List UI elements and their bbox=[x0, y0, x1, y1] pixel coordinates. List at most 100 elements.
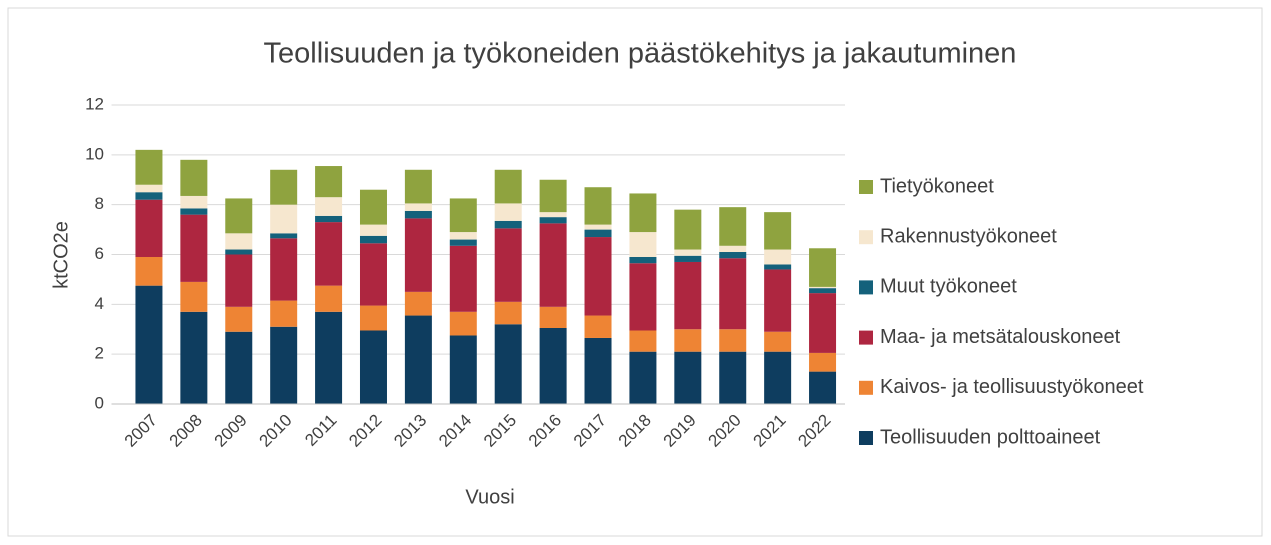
bar-segment bbox=[539, 223, 567, 307]
bar-segment bbox=[764, 212, 792, 250]
legend-swatch bbox=[859, 280, 873, 295]
y-tick-label: 12 bbox=[85, 94, 104, 113]
bar-segment bbox=[809, 352, 837, 372]
bar-segment bbox=[674, 209, 702, 250]
bar-segment bbox=[449, 239, 477, 246]
bar-segment bbox=[494, 324, 522, 404]
bar-segment bbox=[629, 330, 657, 352]
bar-segment bbox=[404, 291, 432, 316]
bar-segment bbox=[315, 311, 343, 404]
bar-segment bbox=[719, 329, 747, 352]
bar-segment bbox=[629, 263, 657, 331]
bar-segment bbox=[449, 232, 477, 240]
bar-segment bbox=[584, 337, 612, 404]
bar-segment bbox=[539, 179, 567, 213]
bar-segment bbox=[180, 214, 208, 282]
bar-segment bbox=[764, 351, 792, 404]
bar-segment bbox=[225, 233, 253, 250]
legend-label: Tietyökoneet bbox=[880, 175, 994, 197]
bar-segment bbox=[315, 215, 343, 223]
bar-segment bbox=[674, 249, 702, 256]
bar-segment bbox=[494, 203, 522, 221]
bar-segment bbox=[135, 149, 163, 185]
bar-segment bbox=[674, 261, 702, 330]
bar-segment bbox=[809, 293, 837, 353]
legend-swatch bbox=[859, 230, 873, 245]
bar-segment bbox=[315, 197, 343, 216]
bar-segment bbox=[674, 351, 702, 404]
bar-segment bbox=[764, 249, 792, 265]
bar-segment bbox=[225, 249, 253, 255]
bar-segment bbox=[180, 208, 208, 215]
bar-segment bbox=[225, 306, 253, 332]
bar-segment bbox=[225, 254, 253, 307]
chart-title: Teollisuuden ja työkoneiden päästökehity… bbox=[264, 38, 1017, 70]
legend-swatch bbox=[859, 431, 873, 445]
bar-segment bbox=[494, 301, 522, 325]
y-tick-label: 0 bbox=[95, 393, 104, 412]
bar-segment bbox=[674, 255, 702, 262]
bar-segment bbox=[135, 192, 163, 200]
bar-segment bbox=[539, 212, 567, 218]
bar-segment bbox=[719, 258, 747, 330]
bar-segment bbox=[404, 169, 432, 204]
y-tick-label: 4 bbox=[95, 294, 104, 313]
bar-segment bbox=[809, 248, 837, 287]
bar-segment bbox=[629, 256, 657, 264]
bar-segment bbox=[764, 331, 792, 352]
bar-segment bbox=[719, 252, 747, 259]
y-tick-label: 6 bbox=[95, 244, 104, 263]
bar-segment bbox=[315, 222, 343, 286]
bar-segment bbox=[270, 300, 298, 327]
bar-segment bbox=[180, 281, 208, 312]
bar-segment bbox=[315, 285, 343, 312]
bar-segment bbox=[629, 232, 657, 257]
bar-segment bbox=[629, 193, 657, 233]
legend-swatch bbox=[859, 380, 873, 395]
bar-segment bbox=[809, 286, 837, 289]
legend-label: Maa- ja metsätalouskoneet bbox=[880, 326, 1121, 348]
bar-segment bbox=[764, 269, 792, 332]
bar-segment bbox=[180, 159, 208, 196]
x-axis-label: Vuosi bbox=[465, 486, 514, 508]
bar-segment bbox=[135, 256, 163, 286]
bar-segment bbox=[404, 210, 432, 219]
y-axis-label: ktCO2e bbox=[50, 221, 72, 289]
bar-segment bbox=[719, 351, 747, 404]
y-tick-label: 10 bbox=[85, 144, 104, 163]
legend-label: Teollisuuden polttoaineet bbox=[880, 426, 1101, 448]
bar-segment bbox=[225, 198, 253, 234]
bar-segment bbox=[584, 315, 612, 338]
bar-segment bbox=[270, 233, 298, 239]
bar-segment bbox=[404, 315, 432, 404]
legend-label: Kaivos- ja teollisuustyökoneet bbox=[880, 376, 1144, 398]
bar-segment bbox=[135, 199, 163, 257]
bar-segment bbox=[674, 329, 702, 352]
bar-segment bbox=[449, 335, 477, 404]
bar-segment bbox=[629, 351, 657, 404]
bar-segment bbox=[449, 311, 477, 336]
bar-segment bbox=[270, 326, 298, 404]
bar-segment bbox=[584, 224, 612, 230]
bar-segment bbox=[719, 207, 747, 246]
bar-segment bbox=[180, 311, 208, 404]
bar-segment bbox=[494, 220, 522, 229]
bar-segment bbox=[764, 264, 792, 270]
y-tick-label: 8 bbox=[95, 194, 104, 213]
bar-segment bbox=[494, 228, 522, 302]
bar-segment bbox=[270, 204, 298, 234]
bar-segment bbox=[359, 305, 387, 331]
bar-segment bbox=[359, 330, 387, 404]
bar-segment bbox=[584, 229, 612, 238]
bar-segment bbox=[584, 187, 612, 225]
bar-segment bbox=[449, 245, 477, 312]
legend-label: Rakennustyökoneet bbox=[880, 225, 1057, 247]
bar-segment bbox=[359, 243, 387, 306]
bar-segment bbox=[180, 195, 208, 209]
bar-segment bbox=[359, 224, 387, 236]
bar-segment bbox=[539, 217, 567, 224]
bar-segment bbox=[809, 371, 837, 404]
bar-segment bbox=[539, 328, 567, 404]
bar-segment bbox=[404, 218, 432, 292]
